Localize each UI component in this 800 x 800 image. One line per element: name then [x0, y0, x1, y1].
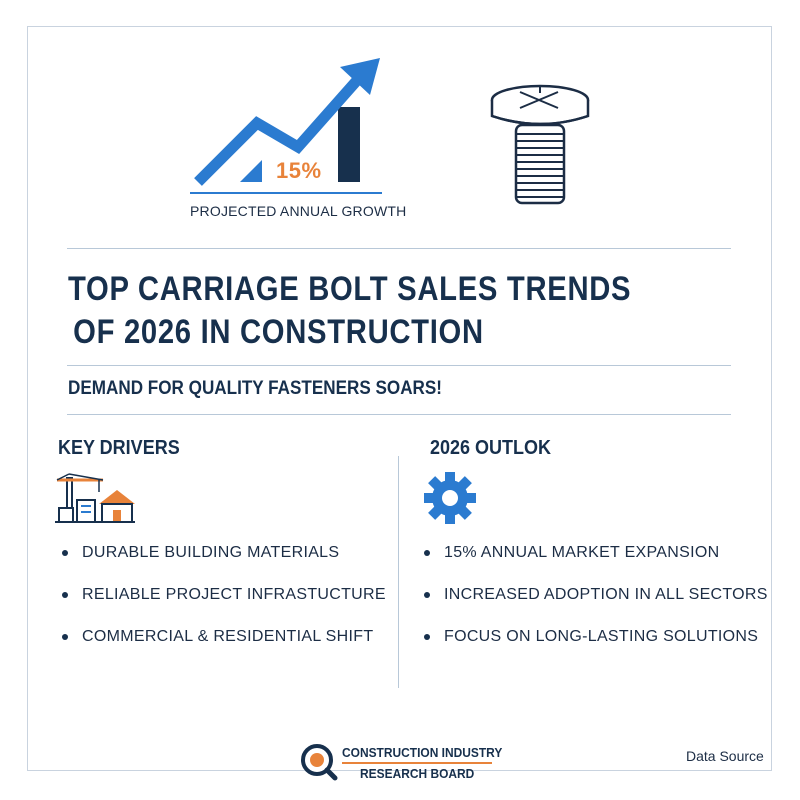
title-line-1: TOP CARRIAGE BOLT SALES TRENDS	[68, 270, 631, 308]
key-drivers-list: DURABLE BUILDING MATERIALS RELIABLE PROJ…	[62, 542, 386, 668]
subtitle: DEMAND FOR QUALITY FASTENERS SOARS!	[68, 378, 442, 400]
construction-crane-icon	[55, 472, 135, 524]
divider-title	[67, 365, 731, 366]
bolt-icon	[484, 82, 596, 212]
growth-value: 15%	[276, 158, 322, 184]
org-name-rule	[342, 762, 492, 764]
list-item: RELIABLE PROJECT INFRASTUCTURE	[62, 584, 386, 626]
gear-icon	[422, 470, 478, 526]
key-drivers-heading: KEY DRIVERS	[58, 437, 180, 460]
magnifier-logo-icon	[300, 743, 338, 781]
list-item: 15% ANNUAL MARKET EXPANSION	[424, 542, 768, 584]
divider-subtitle	[67, 414, 731, 415]
growth-chart-icon	[190, 55, 385, 225]
list-item: COMMERCIAL & RESIDENTIAL SHIFT	[62, 626, 386, 668]
list-item: INCREASED ADOPTION IN ALL SECTORS	[424, 584, 768, 626]
data-source-link[interactable]: Data Source	[686, 748, 764, 764]
outlook-heading: 2026 OUTLOK	[430, 437, 551, 460]
growth-caption: PROJECTED ANNUAL GROWTH	[190, 203, 406, 219]
divider-top	[67, 248, 731, 249]
title-line-2: OF 2026 IN CONSTRUCTION	[68, 311, 631, 354]
growth-baseline	[190, 192, 382, 194]
org-name-line-2: RESEARCH BOARD	[360, 766, 474, 781]
list-item: DURABLE BUILDING MATERIALS	[62, 542, 386, 584]
page-title: TOP CARRIAGE BOLT SALES TRENDS OF 2026 I…	[68, 268, 631, 354]
org-name-line-1: CONSTRUCTION INDUSTRY	[342, 745, 502, 760]
list-item: FOCUS ON LONG-LASTING SOLUTIONS	[424, 626, 768, 668]
column-divider	[398, 456, 399, 688]
outlook-list: 15% ANNUAL MARKET EXPANSION INCREASED AD…	[424, 542, 768, 668]
